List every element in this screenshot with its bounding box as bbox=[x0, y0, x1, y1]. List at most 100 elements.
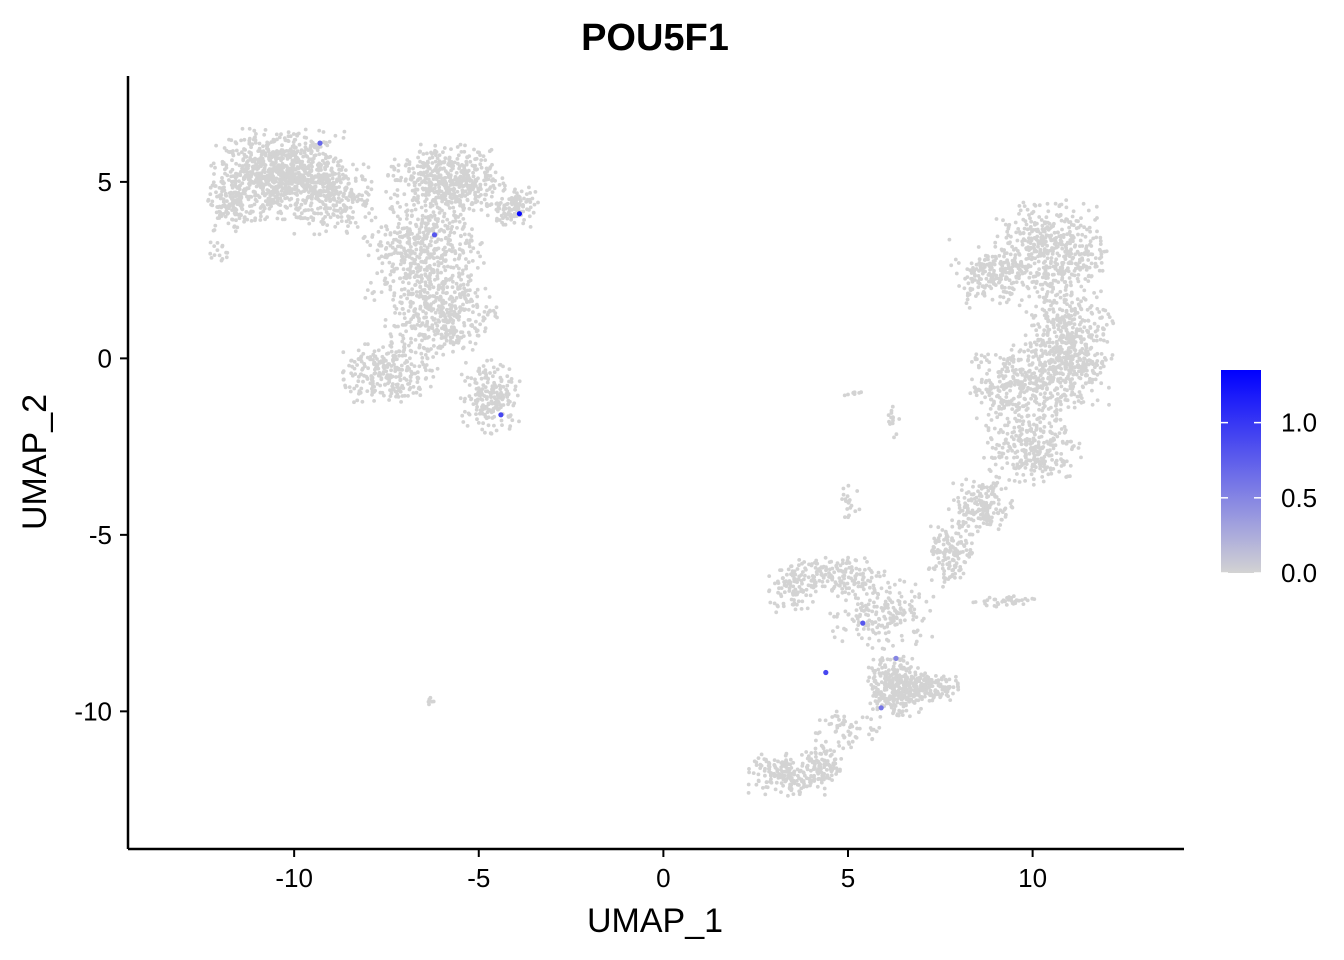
cell-point bbox=[387, 260, 392, 265]
cell-point bbox=[1095, 372, 1100, 377]
cell-point bbox=[260, 187, 265, 192]
cell-point bbox=[403, 271, 408, 276]
cell-point bbox=[1057, 371, 1062, 376]
cell-point bbox=[451, 164, 456, 168]
cell-point bbox=[385, 375, 390, 380]
cell-point bbox=[392, 167, 397, 172]
cell-point bbox=[1084, 345, 1089, 350]
cell-point bbox=[1033, 203, 1038, 208]
cell-point bbox=[1026, 375, 1031, 379]
cell-point bbox=[480, 398, 485, 402]
cell-point bbox=[1024, 257, 1029, 261]
cell-point bbox=[1065, 232, 1070, 237]
cell-point bbox=[235, 225, 240, 230]
cell-point bbox=[327, 178, 332, 183]
cell-point bbox=[407, 236, 412, 241]
cell-point bbox=[467, 333, 472, 337]
cell-point bbox=[377, 256, 381, 261]
cell-point bbox=[1054, 240, 1058, 245]
cell-point bbox=[1066, 261, 1071, 265]
cell-point bbox=[1063, 314, 1068, 318]
cell-point bbox=[1027, 368, 1032, 373]
cell-point bbox=[1068, 439, 1073, 444]
cell-point bbox=[1027, 451, 1032, 456]
cell-point bbox=[1098, 337, 1103, 342]
cell-point bbox=[1068, 463, 1073, 468]
cell-point bbox=[1050, 349, 1055, 354]
cell-point bbox=[1051, 319, 1056, 324]
cell-point bbox=[1072, 381, 1077, 386]
cell-point bbox=[1061, 235, 1066, 240]
cell-point bbox=[328, 191, 333, 196]
cell-point bbox=[311, 144, 316, 148]
cell-point bbox=[373, 215, 378, 220]
cell-point bbox=[476, 250, 480, 255]
cell-point bbox=[1053, 367, 1058, 371]
cell-point bbox=[1047, 340, 1052, 345]
cell-point bbox=[1045, 324, 1050, 329]
cell-point bbox=[1075, 311, 1080, 315]
cell-point bbox=[987, 378, 992, 383]
cell-point bbox=[1064, 205, 1069, 210]
cell-point bbox=[460, 168, 465, 173]
cell-point bbox=[467, 394, 472, 398]
cell-point bbox=[366, 165, 371, 170]
cell-point bbox=[348, 220, 353, 225]
cell-point bbox=[458, 201, 462, 205]
cell-point bbox=[398, 217, 402, 222]
cell-point bbox=[482, 394, 487, 398]
cell-point bbox=[403, 163, 408, 168]
cell-point bbox=[423, 221, 427, 226]
cell-point bbox=[427, 286, 432, 291]
cell-point bbox=[1011, 375, 1016, 380]
cell-point bbox=[485, 410, 490, 414]
cell-point bbox=[985, 387, 989, 392]
cell-point bbox=[274, 179, 278, 184]
cell-point bbox=[350, 215, 355, 220]
cell-point bbox=[1021, 231, 1026, 236]
cell-point bbox=[343, 385, 348, 390]
cell-point bbox=[357, 389, 362, 394]
cell-point bbox=[372, 349, 377, 354]
cell-point bbox=[1027, 213, 1031, 217]
cell-point bbox=[443, 300, 448, 305]
cell-point bbox=[1080, 258, 1085, 262]
cell-point bbox=[1102, 338, 1106, 343]
cell-point bbox=[397, 353, 401, 358]
cell-point bbox=[1009, 348, 1014, 352]
cell-point bbox=[323, 156, 328, 161]
cell-point bbox=[293, 146, 298, 150]
cell-point bbox=[1015, 472, 1019, 476]
cell-point bbox=[974, 389, 979, 394]
cell-point bbox=[421, 296, 426, 301]
cell-point bbox=[305, 154, 310, 159]
cell-point bbox=[361, 351, 366, 356]
cell-point bbox=[430, 161, 435, 165]
cell-point bbox=[1093, 329, 1098, 334]
cell-point bbox=[1023, 442, 1028, 446]
cell-point bbox=[272, 139, 277, 144]
cell-point bbox=[479, 208, 484, 212]
cell-point bbox=[1093, 264, 1098, 269]
cell-point bbox=[1041, 295, 1046, 300]
cell-point bbox=[1040, 223, 1045, 228]
cell-point bbox=[313, 153, 318, 158]
cell-point bbox=[244, 154, 249, 159]
cell-point bbox=[478, 182, 483, 187]
cell-point bbox=[1005, 416, 1010, 421]
cell-point bbox=[304, 135, 309, 140]
cell-point bbox=[234, 218, 238, 223]
cell-point bbox=[507, 367, 512, 371]
cell-point bbox=[254, 132, 258, 136]
cell-point bbox=[1038, 337, 1043, 342]
cell-point bbox=[1055, 230, 1060, 235]
cell-point bbox=[1058, 203, 1062, 207]
cell-point bbox=[400, 394, 405, 398]
cell-point bbox=[402, 323, 406, 327]
cell-point bbox=[437, 153, 442, 158]
cell-point bbox=[490, 178, 494, 183]
cell-point bbox=[249, 219, 254, 223]
cell-point bbox=[481, 315, 486, 320]
cell-point bbox=[1099, 289, 1103, 294]
